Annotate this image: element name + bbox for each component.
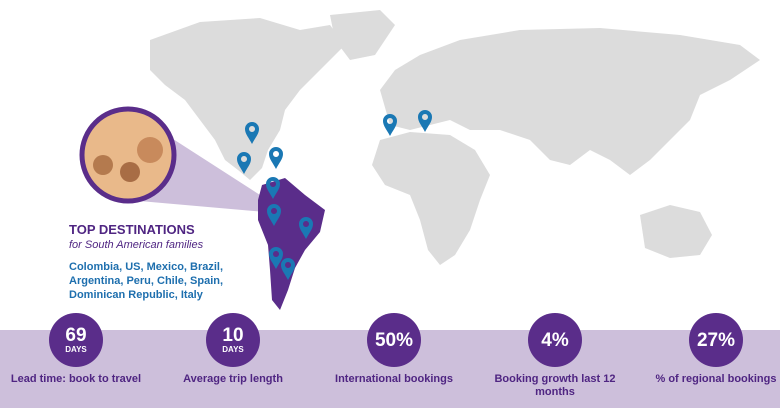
photo-callout-wedge xyxy=(128,110,300,215)
family-photo-face xyxy=(120,162,140,182)
europe-asia xyxy=(380,28,760,175)
map-pin-icon xyxy=(383,114,397,136)
destinations-subtitle: for South American families xyxy=(69,239,204,251)
map-pin-icon xyxy=(418,110,432,132)
africa xyxy=(372,132,490,265)
stat-circle: 10 DAYS xyxy=(206,313,260,367)
map-pin-icon xyxy=(266,177,280,199)
stat-circle: 69 DAYS xyxy=(49,313,103,367)
family-photo xyxy=(79,106,177,204)
stat-international: 50% International bookings xyxy=(324,313,464,386)
destinations-title: TOP DESTINATIONS xyxy=(69,222,195,237)
map-pin-icon xyxy=(269,147,283,169)
stat-label: International bookings xyxy=(335,373,453,385)
stat-label: Booking growth last 12 months xyxy=(494,373,616,398)
south-america xyxy=(258,178,325,310)
stat-unit: DAYS xyxy=(65,344,87,354)
destinations-list: Colombia, US, Mexico, Brazil, Argentina,… xyxy=(69,261,224,301)
family-photo-face xyxy=(137,137,163,163)
stat-value: 10 xyxy=(222,324,244,346)
greenland xyxy=(330,10,395,60)
map-pin-icon xyxy=(299,217,313,239)
world-map xyxy=(79,10,760,310)
map-pin-icon xyxy=(281,258,295,280)
stat-value: 27% xyxy=(696,329,736,351)
stat-trip-length: 10 DAYS Average trip length xyxy=(163,313,303,386)
stat-regional: 27% % of regional bookings xyxy=(646,313,780,386)
stat-unit: DAYS xyxy=(222,344,244,354)
stat-value: 4% xyxy=(541,329,569,351)
stat-growth: 4% Booking growth last 12 months xyxy=(485,313,625,399)
stat-lead-time: 69 DAYS Lead time: book to travel xyxy=(6,313,146,386)
stat-circle: 27% xyxy=(689,313,743,367)
stat-value: 50% xyxy=(374,329,414,351)
map-pin-icon xyxy=(269,247,283,269)
stat-label: % of regional bookings xyxy=(655,373,777,385)
family-photo-face xyxy=(93,155,113,175)
stat-value: 69 xyxy=(65,324,87,346)
stat-circle: 4% xyxy=(528,313,582,367)
map-pin-icon xyxy=(245,122,259,144)
stat-circle: 50% xyxy=(367,313,421,367)
australia xyxy=(640,205,712,258)
map-pin-icon xyxy=(237,152,251,174)
north-america xyxy=(150,18,345,180)
map-pin-icon xyxy=(267,204,281,226)
stat-label: Lead time: book to travel xyxy=(10,373,142,385)
top-destinations: TOP DESTINATIONS for South American fami… xyxy=(69,222,249,302)
stat-label: Average trip length xyxy=(183,373,283,385)
